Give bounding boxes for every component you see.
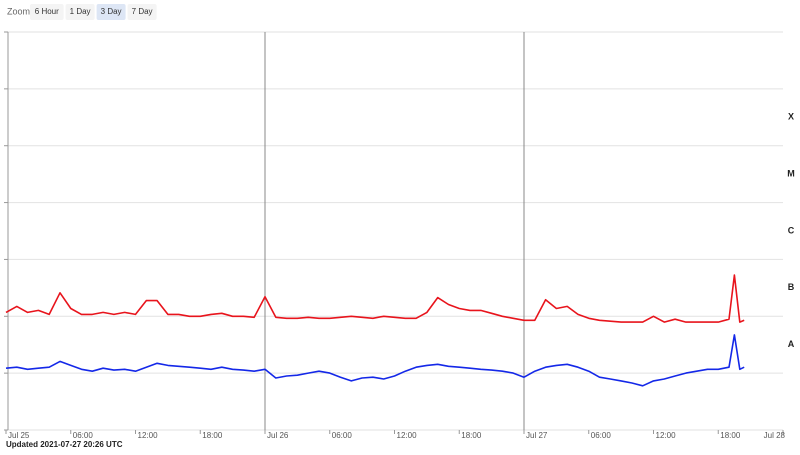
class-label: A	[788, 339, 795, 349]
x-tick-label: 12:00	[656, 431, 677, 440]
x-tick-label: 12:00	[138, 431, 159, 440]
zoom-button[interactable]	[96, 4, 126, 20]
x-tick-label: 06:00	[73, 431, 94, 440]
x-tick-label: Jul 26	[267, 431, 289, 440]
zoom-label: Zoom	[7, 6, 30, 16]
x-tick-label: 18:00	[461, 431, 482, 440]
zoom-button-label[interactable]: 1 Day	[70, 7, 91, 16]
x-tick-label: 06:00	[591, 431, 612, 440]
x-tick-label: Jul 28	[764, 431, 786, 440]
class-label: M	[787, 169, 795, 179]
x-tick-label: 06:00	[332, 431, 353, 440]
zoom-button[interactable]	[65, 4, 95, 20]
x-tick-label: Jul 27	[526, 431, 548, 440]
class-label: B	[788, 282, 795, 292]
zoom-button-label[interactable]: 6 Hour	[35, 7, 59, 16]
zoom-button[interactable]	[127, 4, 157, 20]
x-tick-label: Jul 25	[8, 431, 30, 440]
flux-line	[5, 274, 745, 323]
zoom-button-label[interactable]: 7 Day	[132, 7, 153, 16]
x-tick-label: 18:00	[720, 431, 741, 440]
class-label: X	[788, 112, 794, 122]
updated-text: Updated 2021-07-27 20:26 UTC	[6, 440, 123, 449]
zoom-button[interactable]	[30, 4, 64, 20]
class-label: C	[788, 225, 795, 235]
zoom-buttons: 6 Hour 1 Day 3 Day 7 Day	[30, 4, 157, 20]
flux-line	[5, 334, 745, 387]
x-tick-label: 12:00	[397, 431, 418, 440]
zoom-button-label[interactable]: 3 Day	[101, 7, 122, 16]
x-tick-label: 18:00	[202, 431, 223, 440]
